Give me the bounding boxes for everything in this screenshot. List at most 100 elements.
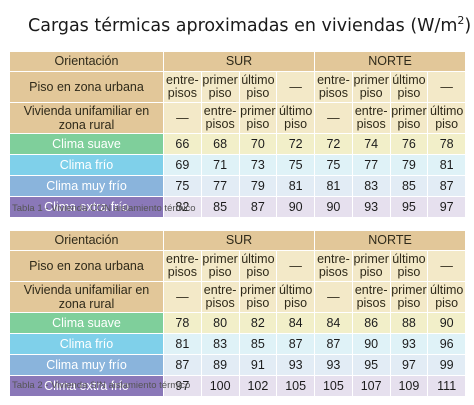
value-cell: 70 (238, 133, 278, 155)
title-exponent: 2 (457, 14, 465, 27)
value-cell: 111 (427, 375, 467, 397)
value-cell: 84 (276, 312, 316, 334)
value-cell: 95 (389, 196, 429, 218)
climate-label: Clima frío (9, 333, 164, 355)
value-cell: 102 (238, 375, 278, 397)
floor-cell: primer piso (351, 71, 391, 103)
value-cell: 75 (163, 175, 202, 197)
value-cell: 105 (314, 375, 353, 397)
sur-label: SUR (162, 230, 316, 251)
floor-cell: primer piso (389, 281, 429, 313)
value-cell: 86 (351, 312, 391, 334)
value-cell: 78 (427, 133, 467, 155)
value-cell: 69 (163, 154, 202, 176)
value-cell: 77 (351, 154, 391, 176)
value-cell: 97 (427, 196, 467, 218)
value-cell: 83 (200, 333, 240, 355)
floor-cell: último piso (276, 281, 316, 313)
floor-cell: entre-pisos (351, 281, 391, 313)
value-cell: 81 (276, 175, 316, 197)
floor-cell: — (163, 102, 202, 134)
floor-cell: entre-pisos (200, 281, 240, 313)
climate-label: Clima extra frío (9, 196, 164, 218)
thermal-load-table-2: Orientación SUR NORTE Piso en zona urban… (9, 230, 467, 397)
value-cell: 90 (314, 196, 353, 218)
norte-label: NORTE (314, 51, 467, 72)
value-cell: 68 (200, 133, 240, 155)
value-cell: 85 (200, 196, 240, 218)
climate-row-muy-frio: Clima muy frío 87 89 91 93 93 95 97 99 (9, 354, 467, 376)
value-cell: 85 (238, 333, 278, 355)
value-cell: 99 (427, 354, 467, 376)
value-cell: 93 (276, 354, 316, 376)
orientation-label: Orientación (9, 230, 164, 251)
climate-row-extra-frio: Clima extra frío 82 85 87 90 90 93 95 97 (9, 196, 467, 218)
title-close: ) (464, 15, 472, 36)
value-cell: 82 (238, 312, 278, 334)
value-cell: 100 (200, 375, 240, 397)
climate-label: Clima muy frío (9, 175, 164, 197)
urban-row: Piso en zona urbana entre-pisos primer p… (9, 250, 467, 282)
value-cell: 96 (427, 333, 467, 355)
value-cell: 85 (389, 175, 429, 197)
value-cell: 80 (200, 312, 240, 334)
climate-row-muy-frio: Clima muy frío 75 77 79 81 81 83 85 87 (9, 175, 467, 197)
title-text: Cargas térmicas aproximadas en viviendas… (28, 15, 458, 36)
value-cell: 72 (314, 133, 353, 155)
header-row: Orientación SUR NORTE (9, 51, 467, 72)
floor-cell: entre-pisos (314, 250, 353, 282)
page-title: Cargas térmicas aproximadas en viviendas… (28, 14, 472, 36)
floor-cell: primer piso (238, 102, 278, 134)
value-cell: 93 (351, 196, 391, 218)
value-cell: 81 (163, 333, 202, 355)
value-cell: 90 (427, 312, 467, 334)
rural-label: Vivienda unifamiliar en zona rural (9, 281, 164, 313)
value-cell: 79 (389, 154, 429, 176)
floor-cell: — (427, 250, 467, 282)
value-cell: 90 (276, 196, 316, 218)
value-cell: 105 (276, 375, 316, 397)
climate-label: Clima suave (9, 312, 164, 334)
value-cell: 73 (238, 154, 278, 176)
floor-cell: último piso (238, 250, 278, 282)
value-cell: 76 (389, 133, 429, 155)
value-cell: 82 (163, 196, 202, 218)
value-cell: 93 (314, 354, 353, 376)
floor-cell: último piso (427, 102, 467, 134)
value-cell: 109 (389, 375, 429, 397)
value-cell: 95 (351, 354, 391, 376)
floor-cell: entre-pisos (314, 71, 353, 103)
floor-cell: último piso (238, 71, 278, 103)
floor-cell: primer piso (238, 281, 278, 313)
rural-label: Vivienda unifamiliar en zona rural (9, 102, 164, 134)
value-cell: 75 (276, 154, 316, 176)
value-cell: 97 (163, 375, 202, 397)
climate-row-frio: Clima frío 69 71 73 75 75 77 79 81 (9, 154, 467, 176)
sur-label: SUR (162, 51, 316, 72)
floor-cell: — (276, 250, 316, 282)
floor-cell: último piso (389, 71, 429, 103)
climate-row-suave: Clima suave 66 68 70 72 72 74 76 78 (9, 133, 467, 155)
value-cell: 93 (389, 333, 429, 355)
floor-cell: primer piso (389, 102, 429, 134)
floor-cell: — (163, 281, 202, 313)
floor-cell: entre-pisos (200, 102, 240, 134)
floor-cell: entre-pisos (351, 102, 391, 134)
value-cell: 90 (351, 333, 391, 355)
climate-label: Clima muy frío (9, 354, 164, 376)
floor-cell: último piso (276, 102, 316, 134)
value-cell: 91 (238, 354, 278, 376)
value-cell: 81 (427, 154, 467, 176)
header-row: Orientación SUR NORTE (9, 230, 467, 251)
urban-label: Piso en zona urbana (9, 250, 164, 282)
floor-cell: entre-pisos (163, 250, 202, 282)
value-cell: 89 (200, 354, 240, 376)
rural-row: Vivienda unifamiliar en zona rural — ent… (9, 102, 467, 134)
floor-cell: entre-pisos (163, 71, 202, 103)
value-cell: 87 (238, 196, 278, 218)
climate-label: Clima suave (9, 133, 164, 155)
urban-label: Piso en zona urbana (9, 71, 164, 103)
value-cell: 71 (200, 154, 240, 176)
value-cell: 84 (314, 312, 353, 334)
value-cell: 83 (351, 175, 391, 197)
